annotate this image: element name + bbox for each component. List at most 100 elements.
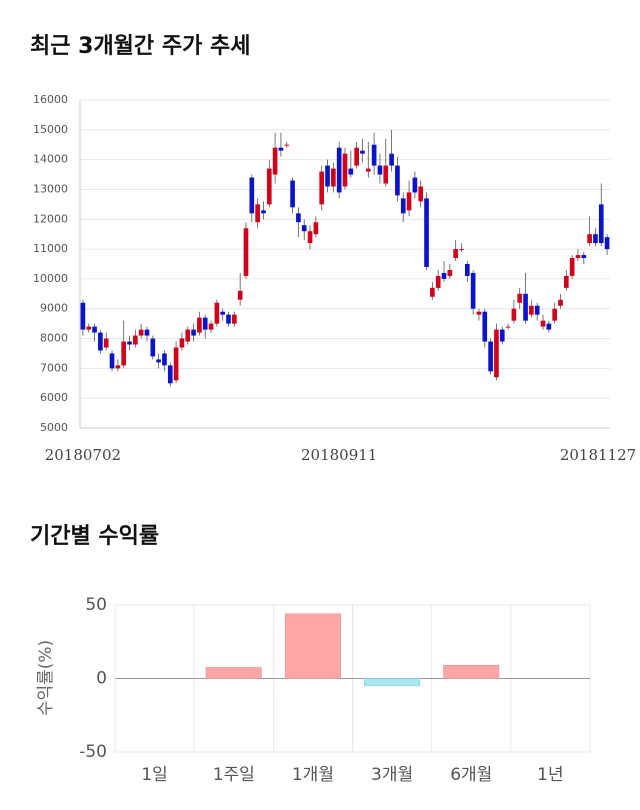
y-tick-label: 6000 <box>40 391 68 404</box>
candle-body <box>441 272 447 279</box>
candle-body <box>237 290 243 300</box>
y-tick-label: 50 <box>85 595 107 615</box>
candle-body <box>162 353 167 366</box>
x-tick-label: 1년 <box>537 765 563 785</box>
candle-body <box>266 168 272 205</box>
candle-body <box>138 329 144 336</box>
candle-body <box>389 153 394 166</box>
candle-body <box>144 329 150 336</box>
candle-body <box>185 329 191 342</box>
candle-body <box>523 293 528 321</box>
y-tick-label: 13000 <box>33 182 68 195</box>
y-tick-label: 11000 <box>33 242 68 255</box>
bar <box>443 664 500 679</box>
candle-body <box>575 255 581 259</box>
candle-body <box>313 222 319 235</box>
candle-body <box>365 168 371 172</box>
candle-body <box>86 326 92 330</box>
y-tick-label: 12000 <box>33 212 68 225</box>
x-tick-label: 3개월 <box>371 765 413 785</box>
y-tick-label: 8000 <box>40 332 68 345</box>
candle-body <box>284 144 290 146</box>
candle-body <box>406 192 412 211</box>
candle-body <box>348 168 354 175</box>
candle-body <box>191 329 196 336</box>
candle-body <box>290 180 295 208</box>
candle-body <box>558 299 563 306</box>
candle-body <box>383 165 389 184</box>
y-tick-label: 16000 <box>33 93 68 106</box>
candle-body <box>331 168 336 187</box>
candle-body <box>476 311 482 315</box>
bar <box>284 613 341 679</box>
y-tick-label: 10000 <box>33 272 68 285</box>
y-tick-label: 14000 <box>33 153 68 166</box>
y-tick-label: 7000 <box>40 361 68 374</box>
candle-body <box>255 204 260 223</box>
candle-body <box>208 323 214 330</box>
candle-body <box>581 255 587 259</box>
candle-body <box>488 341 493 372</box>
candle-body <box>598 204 604 244</box>
candle-body <box>98 332 103 351</box>
candle-body <box>278 147 284 151</box>
candle-body <box>197 317 202 333</box>
candle-body <box>540 320 546 327</box>
candle-body <box>412 177 418 193</box>
candle-body <box>517 293 523 303</box>
candle-body <box>604 237 610 250</box>
candle-body <box>499 329 505 342</box>
y-tick-label: 5000 <box>40 421 68 434</box>
candle-body <box>272 147 278 175</box>
candle-body <box>214 302 220 324</box>
bar <box>364 678 421 687</box>
candle-body <box>179 338 185 348</box>
candle-body <box>435 275 441 288</box>
candle-body <box>395 165 400 196</box>
candle-body <box>464 264 470 276</box>
candle-body <box>447 269 453 276</box>
candle-body <box>552 308 557 321</box>
candle-body <box>529 305 534 315</box>
candle-body <box>325 165 330 187</box>
candle-body <box>226 314 231 324</box>
candle-body <box>505 326 511 328</box>
candle-body <box>494 329 499 378</box>
candle-body <box>319 171 325 205</box>
candle-body <box>103 338 109 348</box>
candle-body <box>115 365 121 369</box>
x-tick-label: 6개월 <box>450 765 492 785</box>
candle-body <box>261 210 266 214</box>
candle-body <box>569 258 575 276</box>
y-tick-label: 0 <box>96 669 107 689</box>
candle-body <box>109 353 115 369</box>
candle-body <box>459 249 464 251</box>
candle-body <box>296 213 301 223</box>
candle-body <box>243 228 249 276</box>
y-tick-label: -50 <box>79 742 107 762</box>
candle-body <box>202 317 208 330</box>
candle-body <box>424 198 429 267</box>
y-tick-label: 9000 <box>40 302 68 315</box>
candle-body <box>563 275 569 288</box>
candle-body <box>232 314 237 324</box>
bar <box>205 667 262 679</box>
x-tick-label: 1일 <box>141 765 167 785</box>
candle-body <box>470 272 476 309</box>
candle-body <box>173 347 179 381</box>
candle-body <box>80 302 86 330</box>
candle-body <box>546 323 552 330</box>
chart-title: 최근 3개월간 주가 추세 <box>30 34 250 59</box>
candle-body <box>593 234 598 244</box>
candle-body <box>482 311 488 342</box>
y-axis-label: 수익률(%) <box>36 640 56 716</box>
candle-body <box>133 335 138 345</box>
candle-body <box>342 153 348 187</box>
candle-body <box>92 326 97 333</box>
candle-body <box>418 186 424 202</box>
candle-body <box>307 231 313 244</box>
candle-body <box>534 305 540 315</box>
x-tick-label: 1개월 <box>292 765 334 785</box>
candle-body <box>249 177 255 214</box>
